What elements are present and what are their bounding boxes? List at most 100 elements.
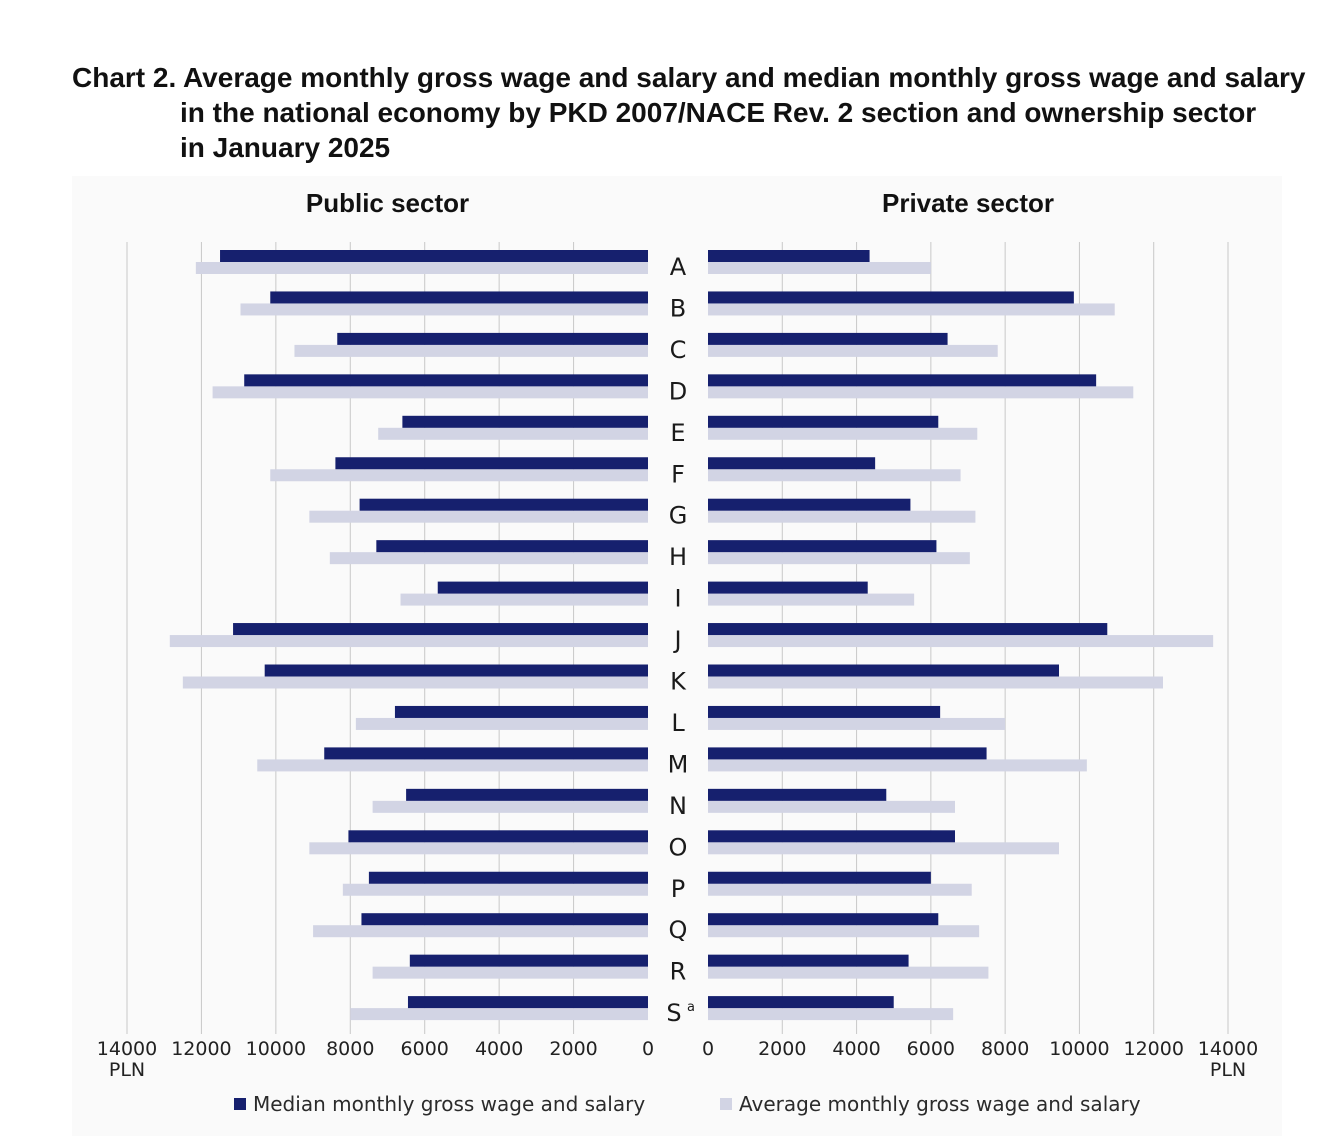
private-bar-median-B bbox=[708, 291, 1074, 304]
public-bar-average-I bbox=[400, 593, 648, 606]
public-bar-average-C bbox=[294, 344, 648, 357]
public-bar-median-I bbox=[437, 581, 648, 594]
category-label-S: S bbox=[666, 999, 681, 1027]
public-bar-average-G bbox=[309, 510, 648, 523]
private-bar-average-Q bbox=[708, 925, 980, 938]
chart-title-line-2: in the national economy by PKD 2007/NACE… bbox=[180, 97, 1257, 128]
private-bar-median-D bbox=[708, 374, 1097, 387]
legend-median: Median monthly gross wage and salary bbox=[234, 1092, 645, 1116]
public-bar-median-E bbox=[402, 415, 648, 428]
category-label-A: A bbox=[670, 253, 687, 281]
public-bar-average-P bbox=[342, 883, 648, 896]
category-label-Q: Q bbox=[669, 916, 688, 944]
public-bar-median-R bbox=[409, 954, 648, 967]
public-bar-median-N bbox=[406, 788, 648, 801]
private-panel-title: Private sector bbox=[882, 188, 1054, 218]
legend-median-swatch bbox=[234, 1098, 246, 1110]
category-label-D: D bbox=[669, 377, 687, 405]
private-bar-average-P bbox=[708, 883, 972, 896]
chart-title-line-3: in January 2025 bbox=[180, 132, 391, 163]
public-bar-average-L bbox=[355, 717, 648, 730]
private-bar-median-M bbox=[708, 747, 987, 760]
public-bar-median-S bbox=[407, 996, 648, 1009]
private-bar-median-L bbox=[708, 705, 941, 718]
private-bar-median-S bbox=[708, 996, 894, 1009]
private-bar-average-D bbox=[708, 386, 1134, 399]
private-tick-label-6000: 6000 bbox=[907, 1038, 955, 1060]
private-bar-average-M bbox=[708, 759, 1087, 772]
private-bar-average-I bbox=[708, 593, 915, 606]
private-bar-median-E bbox=[708, 415, 939, 428]
category-superscript-S: a bbox=[687, 1000, 695, 1015]
private-bar-average-B bbox=[708, 303, 1115, 316]
private-bar-average-N bbox=[708, 800, 955, 813]
private-tick-label-14000: 14000 bbox=[1198, 1038, 1258, 1060]
private-unit-label: PLN bbox=[1210, 1059, 1246, 1081]
category-label-M: M bbox=[668, 750, 689, 778]
private-bar-average-O bbox=[708, 842, 1059, 855]
public-bar-median-J bbox=[233, 623, 648, 636]
public-bar-average-S bbox=[350, 1008, 648, 1021]
legend-average-swatch bbox=[720, 1098, 732, 1110]
private-bar-average-L bbox=[708, 717, 1006, 730]
public-tick-label-0: 0 bbox=[642, 1038, 654, 1060]
private-bar-average-F bbox=[708, 469, 961, 482]
public-bar-median-B bbox=[270, 291, 648, 304]
public-bar-average-Q bbox=[313, 925, 648, 938]
public-tick-label-6000: 6000 bbox=[401, 1038, 449, 1060]
public-bar-median-G bbox=[359, 498, 648, 511]
category-label-O: O bbox=[669, 833, 688, 861]
public-bar-average-J bbox=[169, 635, 648, 648]
category-label-C: C bbox=[670, 336, 687, 364]
category-label-E: E bbox=[670, 419, 685, 447]
private-bar-median-H bbox=[708, 540, 937, 553]
chart-title-line-1: Chart 2. Average monthly gross wage and … bbox=[72, 62, 1306, 93]
public-panel-title: Public sector bbox=[306, 188, 469, 218]
public-bar-median-A bbox=[220, 250, 649, 262]
public-bar-median-H bbox=[376, 540, 648, 553]
private-bar-median-A bbox=[708, 250, 870, 262]
private-tick-label-4000: 4000 bbox=[832, 1038, 880, 1060]
private-bar-median-I bbox=[708, 581, 868, 594]
category-label-J: J bbox=[672, 626, 681, 654]
legend-average-label: Average monthly gross wage and salary bbox=[739, 1092, 1141, 1116]
category-label-R: R bbox=[670, 958, 687, 986]
private-tick-label-12000: 12000 bbox=[1123, 1038, 1183, 1060]
private-bar-median-C bbox=[708, 332, 948, 345]
legend-median-label: Median monthly gross wage and salary bbox=[253, 1092, 646, 1116]
public-bar-average-D bbox=[212, 386, 649, 399]
public-bar-median-Q bbox=[361, 913, 648, 926]
public-bar-median-C bbox=[337, 332, 648, 345]
public-tick-label-14000: 14000 bbox=[97, 1038, 157, 1060]
private-bar-average-S bbox=[708, 1008, 954, 1021]
public-tick-label-2000: 2000 bbox=[549, 1038, 597, 1060]
chart-title: Chart 2. Average monthly gross wage and … bbox=[72, 60, 1312, 165]
legend-average: Average monthly gross wage and salary bbox=[720, 1092, 1141, 1116]
private-bar-median-Q bbox=[708, 913, 939, 926]
category-label-B: B bbox=[670, 294, 686, 322]
public-bar-average-H bbox=[329, 552, 648, 565]
category-label-G: G bbox=[669, 502, 688, 530]
private-bar-median-F bbox=[708, 457, 876, 470]
private-bar-average-G bbox=[708, 510, 976, 523]
category-label-N: N bbox=[669, 792, 687, 820]
private-bar-median-N bbox=[708, 788, 887, 801]
category-label-P: P bbox=[671, 875, 685, 903]
private-bar-average-C bbox=[708, 344, 998, 357]
public-bar-median-D bbox=[244, 374, 648, 387]
category-label-H: H bbox=[669, 543, 687, 571]
public-unit-label: PLN bbox=[109, 1059, 145, 1081]
public-tick-label-10000: 10000 bbox=[246, 1038, 306, 1060]
private-bar-average-E bbox=[708, 427, 978, 440]
public-bar-average-O bbox=[309, 842, 648, 855]
public-bar-median-F bbox=[335, 457, 648, 470]
public-bar-average-K bbox=[182, 676, 649, 689]
public-bar-median-M bbox=[324, 747, 648, 760]
public-bar-average-M bbox=[257, 759, 648, 772]
category-label-K: K bbox=[670, 668, 687, 696]
public-tick-label-12000: 12000 bbox=[171, 1038, 231, 1060]
private-bar-median-P bbox=[708, 871, 931, 884]
private-bar-median-O bbox=[708, 830, 955, 843]
private-bar-average-K bbox=[708, 676, 1163, 689]
